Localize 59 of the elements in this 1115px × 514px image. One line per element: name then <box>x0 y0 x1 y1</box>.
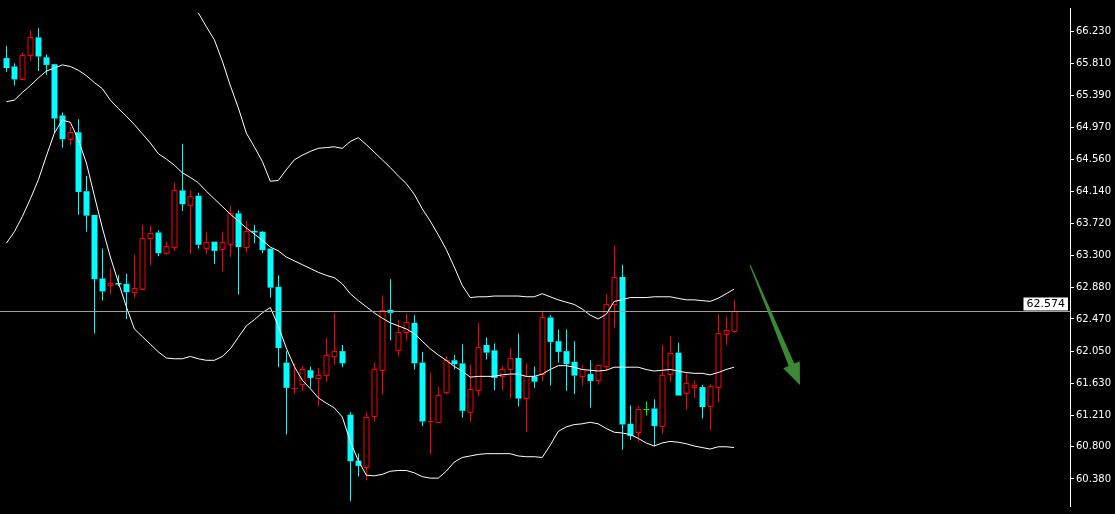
y-tick-label: 61.210 <box>1076 408 1111 420</box>
candlestick <box>483 336 490 361</box>
candlestick <box>267 248 274 299</box>
candlestick <box>675 342 682 396</box>
candlestick <box>179 143 186 212</box>
candlestick <box>531 365 538 389</box>
candlestick <box>75 118 82 216</box>
candlestick <box>563 329 570 392</box>
y-tick-label: 62.880 <box>1076 281 1111 293</box>
y-tick-label: 62.470 <box>1076 312 1111 324</box>
candlestick <box>107 267 114 295</box>
y-tick-label: 64.140 <box>1076 184 1111 196</box>
candlestick <box>203 231 210 255</box>
candlestick <box>275 274 282 368</box>
candlestick <box>419 351 426 427</box>
candlestick <box>91 214 98 335</box>
candlestick <box>187 189 194 255</box>
candlestick <box>123 273 130 320</box>
y-tick-label: 60.380 <box>1076 472 1111 484</box>
candlestick <box>235 209 242 295</box>
y-tick-label: 61.630 <box>1076 376 1111 388</box>
y-tick-label: 65.390 <box>1076 89 1111 101</box>
candlestick <box>547 314 554 387</box>
y-tick-label: 62.050 <box>1076 344 1111 356</box>
candlestick <box>619 264 626 451</box>
candlestick <box>291 362 298 395</box>
y-tick-label: 65.810 <box>1076 57 1111 68</box>
candlestick <box>699 384 706 419</box>
y-tick-label: 64.560 <box>1076 152 1111 164</box>
candlestick <box>515 333 522 407</box>
candlestick <box>347 411 354 502</box>
candlestick <box>51 64 58 134</box>
candlestick <box>211 241 218 265</box>
candlestick <box>459 343 466 419</box>
y-tick-label: 63.720 <box>1076 216 1111 228</box>
candlestick <box>443 355 450 396</box>
candlestick <box>99 248 106 302</box>
candlestick <box>155 229 162 257</box>
candlestick <box>195 192 202 250</box>
candlestick <box>491 342 498 391</box>
candlestick <box>651 398 658 447</box>
candlestick <box>411 314 418 370</box>
candlestick <box>83 175 90 233</box>
candlestick <box>11 62 18 87</box>
candlestick <box>539 311 546 382</box>
ref-line-label: 62.574 <box>1026 297 1066 311</box>
candlestick <box>35 27 42 72</box>
y-tick-label: 63.300 <box>1076 249 1111 261</box>
candlestick <box>283 350 290 436</box>
y-tick-label: 64.970 <box>1076 121 1111 133</box>
y-tick-label: 66.230 <box>1076 24 1111 36</box>
y-tick-label: 60.800 <box>1076 440 1111 452</box>
candlestick <box>3 45 10 73</box>
candlestick <box>67 126 74 146</box>
candlestick <box>59 111 66 149</box>
candlestick <box>339 344 346 368</box>
candlestick <box>555 329 562 364</box>
candlestick <box>307 365 314 389</box>
candlestick <box>587 359 594 409</box>
